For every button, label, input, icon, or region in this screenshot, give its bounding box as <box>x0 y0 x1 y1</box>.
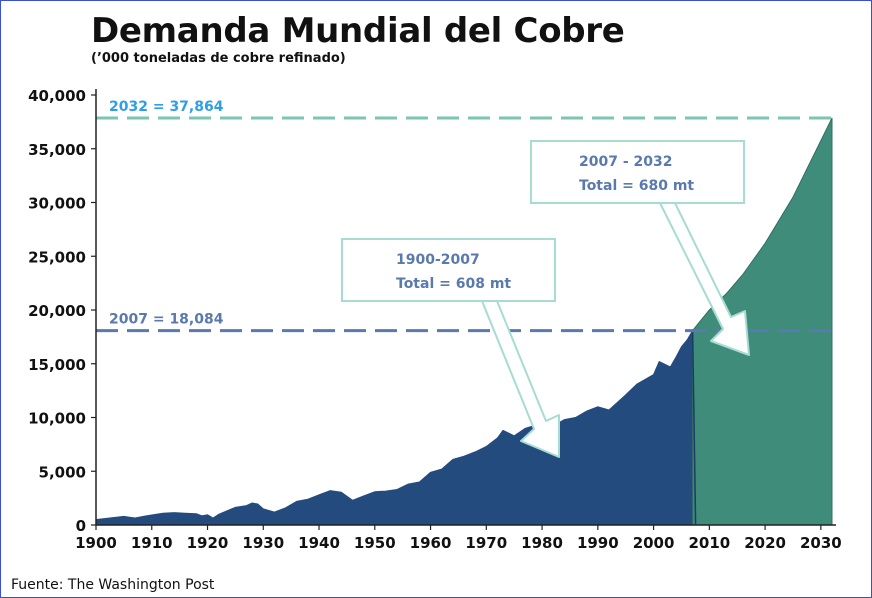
x-tick-label: 1930 <box>242 534 284 552</box>
callout-total: Total = 680 mt <box>579 178 694 194</box>
callout-period: 2007 - 2032 <box>579 154 673 170</box>
callout-1: 1900-2007 Total = 608 mt <box>341 238 560 458</box>
x-tick-label: 1900 <box>75 534 117 552</box>
callout-2: 2007 - 2032 Total = 680 mt <box>530 140 750 356</box>
y-tick-label: 5,000 <box>39 463 86 481</box>
x-tick-label: 1970 <box>465 534 507 552</box>
callout-box <box>341 238 556 302</box>
source-note: Fuente: The Washington Post <box>11 577 215 593</box>
callout-arrow <box>644 202 750 356</box>
callout-box <box>530 140 745 204</box>
axes-layer: 0 5,000 10,000 15,000 20,000 25,000 30,000 35,0… <box>28 87 842 552</box>
y-tick-label: 20,000 <box>28 302 86 320</box>
ref-line-2032-label: 2032 = 37,864 <box>109 99 224 115</box>
y-tick-label: 15,000 <box>28 356 86 374</box>
y-tick-label: 35,000 <box>28 141 86 159</box>
ref-line-2007-label: 2007 = 18,084 <box>109 312 224 328</box>
x-tick-label: 1960 <box>410 534 452 552</box>
divider-2007 <box>691 330 697 526</box>
x-tick-label: 2020 <box>744 534 786 552</box>
x-tick-label: 1920 <box>187 534 229 552</box>
callout-arrow <box>466 300 560 458</box>
x-tick-label: 1910 <box>131 534 173 552</box>
area-layer <box>95 117 833 526</box>
projected-demand-area <box>692 117 833 526</box>
y-tick-label: 25,000 <box>28 248 86 266</box>
reference-line-layer: 2007 = 18,084 2032 = 37,864 <box>96 99 836 333</box>
y-tick-label: 10,000 <box>28 410 86 428</box>
x-tick-label: 2030 <box>800 534 842 552</box>
y-tick-label: 0 <box>76 517 86 535</box>
callout-total: Total = 608 mt <box>396 276 511 292</box>
x-tick-label: 1940 <box>298 534 340 552</box>
x-tick-label: 1980 <box>521 534 563 552</box>
callout-layer: 1900-2007 Total = 608 mt 2007 - 2032 Total … <box>341 140 750 458</box>
callout-period: 1900-2007 <box>396 252 480 268</box>
y-tick-label: 40,000 <box>28 87 86 105</box>
chart-subtitle: (’000 toneladas de cobre refinado) <box>91 51 346 66</box>
y-tick-label: 30,000 <box>28 195 86 213</box>
x-tick-label: 2000 <box>633 534 675 552</box>
historical-demand-area <box>95 328 694 526</box>
x-tick-label: 1990 <box>577 534 619 552</box>
x-tick-label: 1950 <box>354 534 396 552</box>
x-tick-label: 2010 <box>688 534 730 552</box>
chart-title: Demanda Mundial del Cobre <box>91 11 625 51</box>
